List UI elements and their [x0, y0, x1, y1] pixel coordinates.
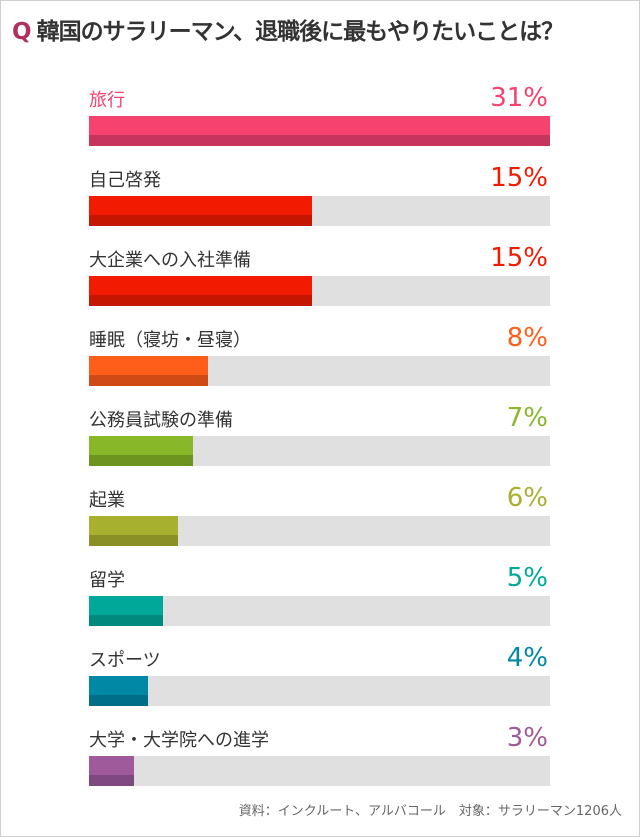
bar-track	[89, 756, 550, 786]
bar-track	[89, 516, 550, 546]
bar-label: 大学・大学院への進学	[89, 730, 269, 751]
bar-track	[89, 356, 550, 386]
bar-fill	[89, 116, 550, 146]
bar-value: 8%	[506, 323, 548, 353]
bar-fill	[89, 516, 178, 546]
bar-track	[89, 596, 550, 626]
bar-label: 睡眠（寝坊・昼寝）	[89, 330, 251, 351]
bar-label: 公務員試験の準備	[89, 410, 233, 431]
bar-shadow	[89, 775, 134, 786]
source-note: 資料：インクルート、アルバコール 対象：サラリーマン1206人	[238, 804, 622, 819]
chart-title: Q 韓国のサラリーマン、退職後に最もやりたいことは？	[12, 12, 565, 46]
bar-row: 自己啓発 15%	[89, 163, 550, 249]
bar-shadow	[89, 615, 163, 626]
bar-fill	[89, 356, 208, 386]
q-mark: Q	[12, 19, 32, 45]
bar-shadow	[89, 135, 550, 146]
bar-shadow	[89, 215, 312, 226]
bar-shadow	[89, 535, 178, 546]
bar-track	[89, 436, 550, 466]
bar-label: 自己啓発	[89, 170, 161, 191]
bar-row: 睡眠（寝坊・昼寝） 8%	[89, 323, 550, 409]
bar-shadow	[89, 375, 208, 386]
bar-row: 大企業への入社準備 15%	[89, 243, 550, 329]
bar-fill	[89, 196, 312, 226]
bar-fill	[89, 676, 148, 706]
bar-track	[89, 276, 550, 306]
bar-fill	[89, 756, 134, 786]
bar-shadow	[89, 455, 193, 466]
bar-row: 旅行 31%	[89, 83, 550, 169]
bar-row: 留学 5%	[89, 563, 550, 649]
bar-label: 旅行	[89, 90, 125, 111]
bar-row: 大学・大学院への進学 3%	[89, 723, 550, 809]
title-text: 韓国のサラリーマン、退職後に最もやりたいことは？	[36, 19, 565, 45]
bar-value: 7%	[506, 403, 548, 433]
bar-value: 31%	[490, 83, 548, 113]
bar-value: 3%	[506, 723, 548, 753]
bar-value: 15%	[490, 163, 548, 193]
bar-fill	[89, 596, 163, 626]
bar-track	[89, 116, 550, 146]
bar-label: 起業	[89, 490, 125, 511]
bar-row: スポーツ 4%	[89, 643, 550, 729]
bar-shadow	[89, 695, 148, 706]
bar-value: 15%	[490, 243, 548, 273]
bar-track	[89, 676, 550, 706]
bar-fill	[89, 436, 193, 466]
bar-fill	[89, 276, 312, 306]
bar-label: スポーツ	[89, 650, 161, 671]
bar-value: 6%	[506, 483, 548, 513]
bar-label: 留学	[89, 570, 125, 591]
bar-shadow	[89, 295, 312, 306]
bar-label: 大企業への入社準備	[89, 250, 251, 271]
bar-row: 公務員試験の準備 7%	[89, 403, 550, 489]
bar-value: 4%	[506, 643, 548, 673]
bar-row: 起業 6%	[89, 483, 550, 569]
bar-value: 5%	[506, 563, 548, 593]
bar-track	[89, 196, 550, 226]
